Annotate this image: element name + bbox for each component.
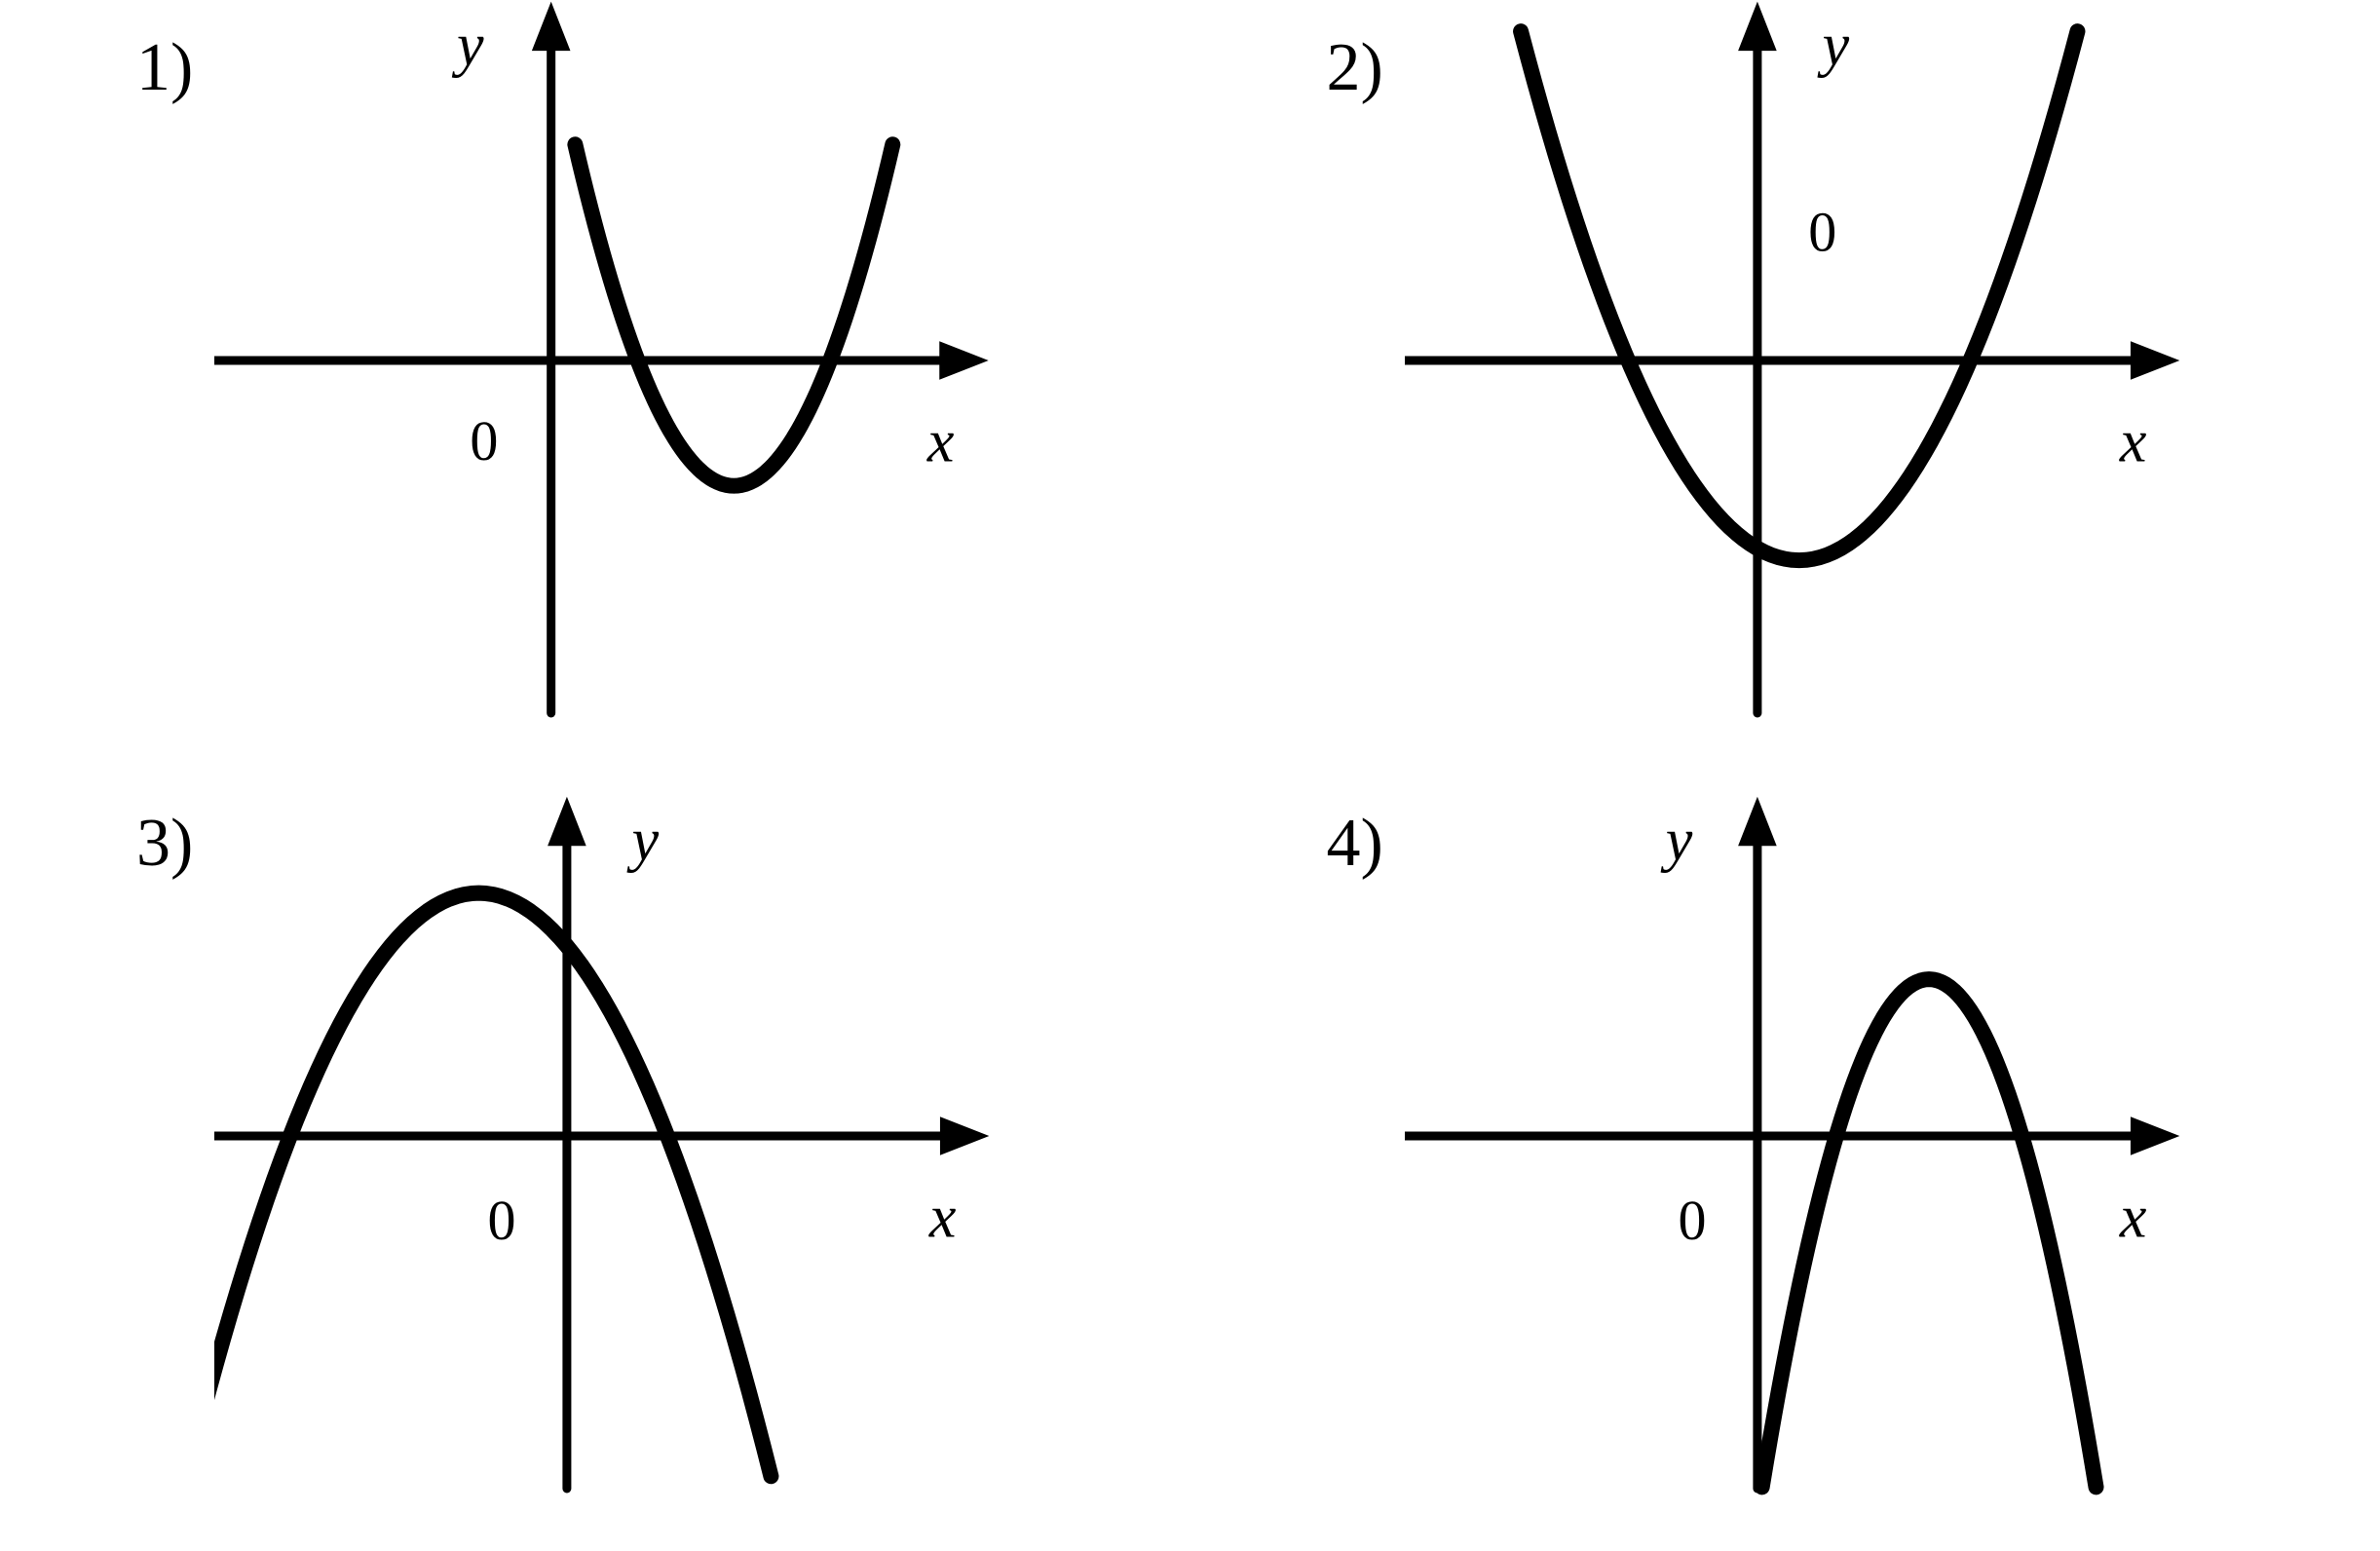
panel-number-label: 4) [1327,805,1383,883]
y-axis-arrow-icon [548,797,586,846]
panel-grid: 1) y x 0 2) y x 0 3) y x 0 4) y x 0 [0,0,2380,1551]
parabola-curve [214,893,771,1477]
origin-label: 0 [1808,200,1836,263]
parabola-curve [1761,979,2096,1487]
panel-number-label: 3) [136,805,193,883]
y-axis-label: y [1659,808,1692,874]
y-axis-label: y [626,808,660,874]
panel-2: 2) y x 0 [1190,0,2380,776]
origin-label: 0 [470,409,498,473]
x-axis-label: x [928,1185,957,1251]
origin-label: 0 [488,1189,516,1252]
origin-label: 0 [1678,1189,1706,1252]
y-axis-label: y [1816,13,1849,79]
panel-1-svg: y x 0 [214,0,994,721]
panel-2-svg: y x 0 [1405,0,2184,721]
y-axis-arrow-icon [532,2,571,51]
panel-number-label: 2) [1327,29,1383,107]
panel-3: 3) y x 0 [0,776,1190,1551]
x-axis-arrow-icon [2130,1116,2178,1155]
x-axis-label: x [2118,409,2146,475]
x-axis-arrow-icon [939,341,988,380]
y-axis-label: y [451,13,484,79]
panel-4: 4) y x 0 [1190,776,2380,1551]
panel-4-svg: y x 0 [1405,776,2184,1496]
x-axis-label: x [926,409,955,475]
panel-3-svg: y x 0 [214,776,994,1496]
y-axis-arrow-icon [1738,2,1777,51]
x-axis-arrow-icon [940,1116,989,1155]
panel-number-label: 1) [136,29,193,107]
x-axis-arrow-icon [2130,341,2178,380]
parabola-curve [1521,31,2077,560]
y-axis-arrow-icon [1738,797,1777,846]
parabola-curve [575,144,892,485]
panel-1: 1) y x 0 [0,0,1190,776]
x-axis-label: x [2118,1185,2146,1251]
